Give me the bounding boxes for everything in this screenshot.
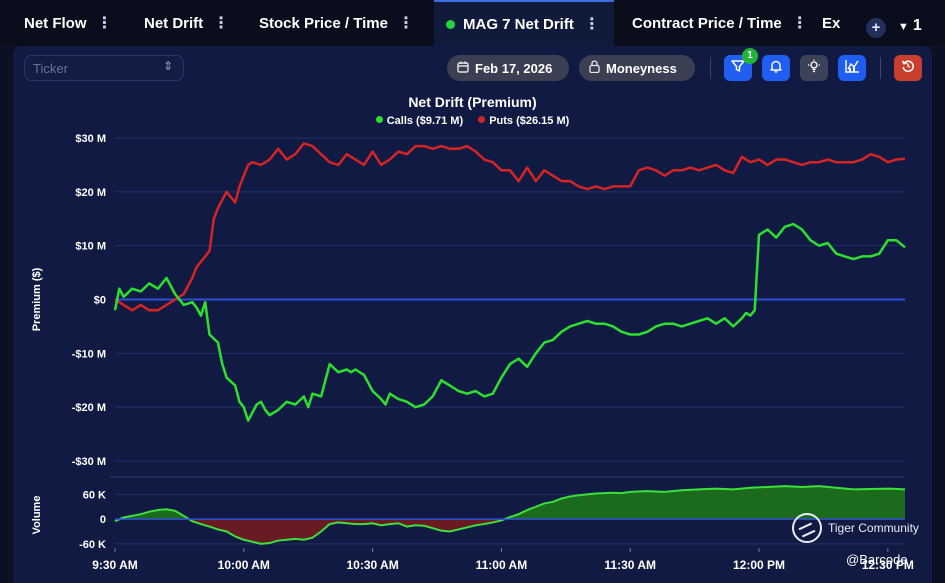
kebab-menu-icon[interactable]: ⋮	[96, 15, 113, 32]
alerts-button[interactable]	[762, 55, 790, 81]
watermark: Tiger Community	[792, 513, 919, 543]
ticker-select[interactable]: Ticker ⇕	[24, 55, 184, 81]
tab-label: Net Flow	[24, 14, 87, 32]
legend-swatch-calls	[375, 116, 383, 123]
filter-icon	[731, 59, 745, 78]
tab-ex[interactable]: Ex	[812, 0, 852, 46]
lightbulb-icon	[807, 59, 821, 78]
tiger-community-logo	[792, 513, 822, 543]
legend-item-calls[interactable]: Calls ($9.71 M)	[375, 115, 466, 127]
tab-label: MAG 7 Net Drift	[463, 15, 574, 33]
tab-overflow-dropdown[interactable]: ▼ 1	[898, 17, 922, 35]
date-picker-button[interactable]: Feb 17, 2026	[447, 55, 569, 81]
moneyness-button[interactable]: Moneyness	[579, 55, 695, 81]
kebab-menu-icon[interactable]: ⋮	[213, 15, 229, 32]
moneyness-label: Moneyness	[606, 60, 677, 76]
tab-label: Contract Price / Time	[632, 14, 782, 32]
legend-label-puts: Puts ($26.15 M)	[489, 115, 570, 127]
watermark-text: Tiger Community	[828, 521, 919, 535]
toolbar-divider	[710, 57, 711, 79]
tab-stock-price-time[interactable]: Stock Price / Time ⋮	[235, 0, 434, 46]
calendar-icon	[457, 61, 469, 76]
legend-label-calls: Calls ($9.71 M)	[386, 115, 464, 127]
date-label: Feb 17, 2026	[475, 60, 553, 76]
toolbar-divider	[880, 57, 881, 79]
tab-label: Stock Price / Time	[259, 14, 388, 32]
kebab-menu-icon[interactable]: ⋮	[583, 16, 600, 33]
chart-title: Net Drift (Premium)	[408, 94, 537, 110]
author-signature: @Barcode	[846, 552, 908, 567]
chart-legend: Calls ($9.71 M) Puts ($26.15 M)	[0, 115, 945, 127]
tab-label: Ex	[822, 14, 841, 32]
filter-count-badge: 1	[742, 48, 758, 64]
chevron-down-icon: ▼	[898, 21, 909, 33]
kebab-menu-icon[interactable]: ⋮	[791, 15, 808, 32]
filter-button[interactable]: 1	[724, 48, 758, 81]
legend-item-puts[interactable]: Puts ($26.15 M)	[478, 115, 569, 127]
add-tab-button[interactable]: +	[866, 18, 886, 38]
legend-swatch-puts	[478, 116, 486, 123]
ticker-placeholder: Ticker	[33, 61, 68, 76]
chevron-updown-icon: ⇕	[162, 59, 173, 73]
active-indicator-dot	[446, 19, 455, 29]
lock-icon	[589, 60, 600, 76]
chart-options-button[interactable]	[838, 55, 866, 81]
reset-button[interactable]	[894, 55, 922, 81]
highlight-button[interactable]	[800, 55, 828, 81]
reset-icon	[901, 59, 915, 78]
tab-net-flow[interactable]: Net Flow ⋮	[0, 0, 120, 46]
tab-label: Net Drift	[144, 14, 204, 32]
tab-mag7-net-drift[interactable]: MAG 7 Net Drift ⋮	[434, 0, 614, 46]
chart-icon	[844, 59, 860, 78]
tab-bar: Net Flow ⋮ Net Drift ⋮ Stock Price / Tim…	[0, 0, 945, 46]
kebab-menu-icon[interactable]: ⋮	[397, 15, 414, 32]
tab-net-drift[interactable]: Net Drift ⋮	[120, 0, 235, 46]
tab-count: 1	[912, 17, 922, 34]
bell-icon	[769, 59, 783, 78]
tab-contract-price-time[interactable]: Contract Price / Time ⋮	[614, 0, 812, 46]
